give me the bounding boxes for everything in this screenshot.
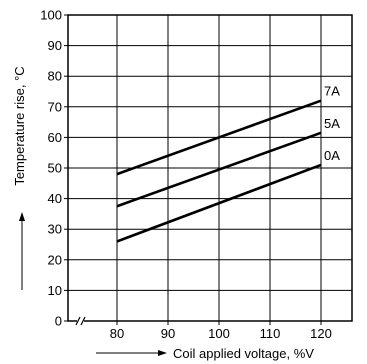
y-tick-label: 70 [48, 99, 62, 114]
series-label-7a: 7A [324, 84, 340, 99]
x-tick-label: 120 [310, 326, 332, 341]
x-tick-label: 90 [161, 326, 175, 341]
series-line-0a [116, 163, 322, 243]
y-tick-label: 0 [55, 314, 62, 329]
y-tick-label: 60 [48, 130, 62, 145]
axis-break-mark [80, 316, 86, 326]
axis-break-mark [75, 316, 81, 326]
plot-frame [67, 14, 353, 322]
series-label-5a: 5A [324, 116, 340, 131]
y-tick-label: 30 [48, 222, 62, 237]
tick-labels: 0 10 20 30 40 50 60 70 80 90 100 80 90 100 110 120 [40, 8, 332, 342]
grid [68, 14, 352, 321]
y-tick-label: 40 [48, 191, 62, 206]
y-tick-label: 100 [40, 8, 62, 23]
x-tick-label: 80 [110, 326, 124, 341]
series-label-0a: 0A [324, 148, 340, 163]
x-axis-title: Coil applied voltage, %V [173, 346, 314, 361]
x-axis-arrow-head [158, 350, 167, 356]
y-tick-label: 20 [48, 252, 62, 267]
series-line-7a [116, 99, 322, 176]
axes [64, 14, 353, 326]
y-tick-label: 10 [48, 283, 62, 298]
series-line-5a [116, 131, 322, 208]
series-lines: 7A 5A 0A [116, 84, 340, 243]
y-axis-arrow-head [19, 212, 25, 221]
x-tick-label: 100 [208, 326, 230, 341]
y-tick-label: 50 [48, 161, 62, 176]
y-tick-label: 80 [48, 69, 62, 84]
x-tick-label: 110 [260, 326, 281, 341]
y-tick-label: 90 [48, 38, 62, 53]
axis-break-gap [77, 318, 84, 324]
y-axis-title: Temperature rise, °C [12, 66, 27, 185]
